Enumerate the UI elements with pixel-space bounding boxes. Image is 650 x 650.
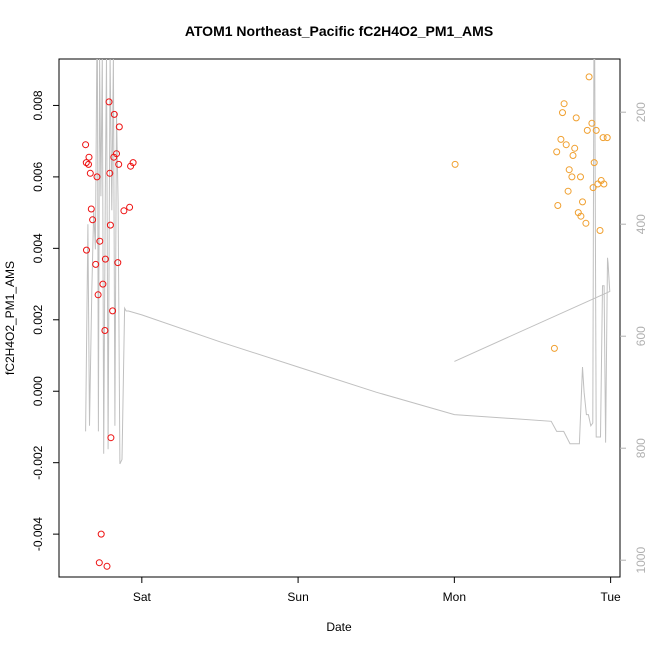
data-point (589, 184, 597, 192)
data-point (106, 169, 114, 177)
data-point (577, 212, 585, 220)
data-point (129, 159, 137, 167)
data-point (82, 159, 90, 167)
y-tick-label: 0.006 (31, 162, 45, 192)
data-point (583, 126, 591, 134)
data-point (103, 562, 111, 570)
data-point (603, 134, 611, 142)
data-point (562, 141, 570, 149)
data-point (95, 559, 103, 567)
x-axis-label: Date (326, 620, 352, 634)
data-point (96, 237, 104, 245)
y-tick-label: 0.002 (31, 304, 45, 334)
secondary-tick-label: 1000 (634, 547, 648, 574)
data-point (99, 280, 107, 288)
data-point (114, 259, 122, 267)
data-point (571, 144, 579, 152)
data-point (82, 141, 90, 149)
data-point (93, 173, 101, 181)
x-tick-label: Sat (133, 590, 152, 604)
plot-lines (85, 59, 611, 465)
x-tick-label: Mon (443, 590, 466, 604)
x-tick-label: Tue (601, 590, 622, 604)
data-point (113, 150, 120, 158)
data-point (553, 148, 561, 156)
data-point (588, 119, 596, 127)
y-tick-label: -0.004 (31, 517, 45, 551)
y-tick-label: 0.004 (31, 233, 45, 263)
data-point (107, 434, 115, 442)
y-axis: -0.004 -0.002 0.000 0.002 0.004 0.006 0.008 (31, 90, 59, 551)
data-point (590, 159, 598, 167)
chart-title: ATOM1 Northeast_Pacific fC2H4O2_PM1_AMS (185, 23, 493, 39)
data-point (568, 173, 576, 181)
data-point (592, 126, 600, 134)
data-point (560, 100, 568, 108)
secondary-tick-label: 400 (634, 214, 648, 234)
data-point (451, 160, 459, 168)
plot-frame (58, 58, 621, 578)
secondary-y-axis: 200 400 600 800 1000 (620, 102, 648, 574)
data-point (596, 227, 604, 234)
data-point (110, 110, 118, 118)
x-tick-label: Sun (287, 590, 308, 604)
y-axis-label: fC2H4O2_PM1_AMS (3, 261, 17, 375)
data-point (572, 114, 580, 122)
data-point (120, 207, 128, 215)
data-point (559, 109, 566, 117)
data-point (89, 216, 97, 224)
data-point (101, 255, 109, 263)
secondary-tick-label: 800 (634, 438, 648, 458)
data-point (577, 173, 584, 181)
data-point (550, 344, 558, 352)
data-point (85, 160, 92, 168)
secondary-tick-label: 200 (634, 102, 648, 122)
y-tick-label: 0.000 (31, 376, 45, 406)
data-point (94, 291, 102, 299)
data-point (599, 134, 607, 142)
data-point (579, 198, 586, 206)
secondary-tick-label: 600 (634, 326, 648, 346)
data-point (585, 73, 593, 81)
data-point (106, 221, 114, 229)
data-point (83, 246, 90, 254)
data-point (109, 307, 117, 315)
y-tick-label: 0.008 (31, 90, 45, 120)
plot-points (82, 73, 611, 570)
data-point (564, 187, 572, 195)
y-tick-label: -0.002 (31, 445, 45, 479)
data-point (86, 169, 94, 177)
data-point (600, 180, 608, 188)
data-point (115, 160, 123, 168)
data-point (101, 327, 109, 334)
data-point (582, 219, 590, 227)
data-point (105, 98, 113, 106)
data-point (115, 123, 123, 131)
data-point (565, 166, 573, 174)
data-point (557, 135, 565, 143)
altitude-line (85, 59, 611, 465)
data-point (87, 205, 95, 213)
data-point (126, 203, 134, 211)
x-axis: Sat Sun Mon Tue (133, 577, 621, 604)
data-point (92, 260, 100, 268)
data-point (554, 202, 562, 209)
data-point (85, 153, 93, 161)
data-point (97, 530, 105, 538)
data-point (569, 152, 577, 159)
